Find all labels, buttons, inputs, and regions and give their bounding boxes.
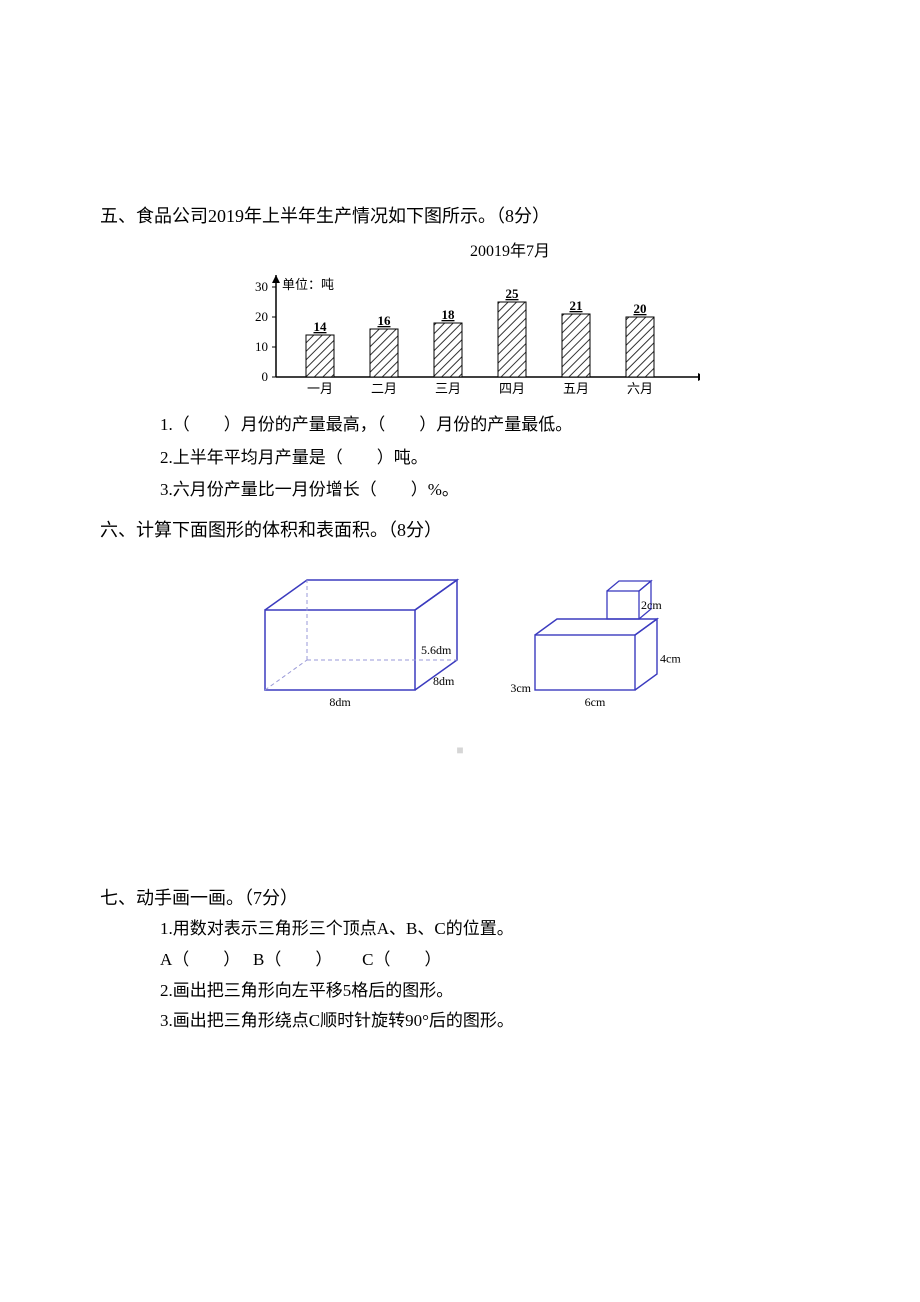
svg-text:5.6dm: 5.6dm	[421, 643, 452, 657]
watermark-dot: ■	[100, 740, 820, 762]
figures-row: 5.6dm 8dm 8dm 2cm 4cm 3cm 6cm	[100, 560, 820, 720]
s7-coord-a: A（ ）	[160, 950, 249, 969]
s7-q3: 3.画出把三角形绕点C顺时针旋转90°后的图形。	[160, 1006, 820, 1037]
svg-text:六月: 六月	[627, 381, 653, 396]
svg-text:4cm: 4cm	[660, 652, 681, 666]
section5-title: 五、食品公司2019年上半年生产情况如下图所示。（8分）	[100, 200, 820, 232]
svg-text:18: 18	[442, 307, 456, 322]
section5-questions: 1.（ ）月份的产量最高，（ ）月份的产量最低。 2.上半年平均月产量是（ ）吨…	[100, 410, 820, 506]
svg-text:10: 10	[255, 339, 268, 354]
bar-chart-svg: 0 10 20 30 单位：吨 14 一月 16 二月 18 三月 25 四月 21 五月 20 六月	[220, 267, 700, 402]
svg-text:三月: 三月	[435, 381, 461, 396]
svg-text:五月: 五月	[563, 381, 589, 396]
bar-chart: 0 10 20 30 单位：吨 14 一月 16 二月 18 三月 25 四月 21 五月 20 六月	[100, 267, 820, 402]
svg-text:0: 0	[262, 369, 269, 384]
s5-q3: 3.六月份产量比一月份增长（ ）%。	[160, 475, 820, 506]
svg-text:一月: 一月	[307, 381, 333, 396]
svg-text:20: 20	[255, 309, 268, 324]
svg-text:20: 20	[634, 301, 647, 316]
s7-coords: A（ ） B（ ） C（ ）	[160, 945, 820, 976]
s7-q1: 1.用数对表示三角形三个顶点A、B、C的位置。	[160, 914, 820, 945]
svg-text:16: 16	[378, 313, 392, 328]
svg-text:14: 14	[314, 319, 328, 334]
svg-text:8dm: 8dm	[329, 695, 351, 709]
cuboid-right: 2cm 4cm 3cm 6cm	[505, 560, 685, 720]
section7-body: 1.用数对表示三角形三个顶点A、B、C的位置。 A（ ） B（ ） C（ ） 2…	[100, 914, 820, 1036]
svg-text:8dm: 8dm	[433, 674, 455, 688]
svg-text:25: 25	[506, 286, 520, 301]
chart-title: 20019年7月	[200, 238, 820, 267]
svg-text:21: 21	[570, 298, 583, 313]
svg-text:2cm: 2cm	[641, 598, 662, 612]
s7-coord-c: C（ ）	[362, 950, 441, 969]
s5-q2: 2.上半年平均月产量是（ ）吨。	[160, 443, 820, 474]
svg-text:单位：吨: 单位：吨	[282, 277, 334, 292]
svg-text:6cm: 6cm	[585, 695, 606, 709]
cuboid-left: 5.6dm 8dm 8dm	[235, 560, 465, 720]
svg-text:二月: 二月	[371, 381, 397, 396]
s7-coord-b: B（ ）	[253, 950, 358, 969]
s5-q1: 1.（ ）月份的产量最高，（ ）月份的产量最低。	[160, 410, 820, 441]
svg-text:30: 30	[255, 279, 268, 294]
svg-text:四月: 四月	[499, 381, 525, 396]
s7-q2: 2.画出把三角形向左平移5格后的图形。	[160, 976, 820, 1007]
section6-title: 六、计算下面图形的体积和表面积。（8分）	[100, 514, 820, 546]
section7-title: 七、动手画一画。（7分）	[100, 882, 820, 914]
svg-text:3cm: 3cm	[510, 681, 531, 695]
